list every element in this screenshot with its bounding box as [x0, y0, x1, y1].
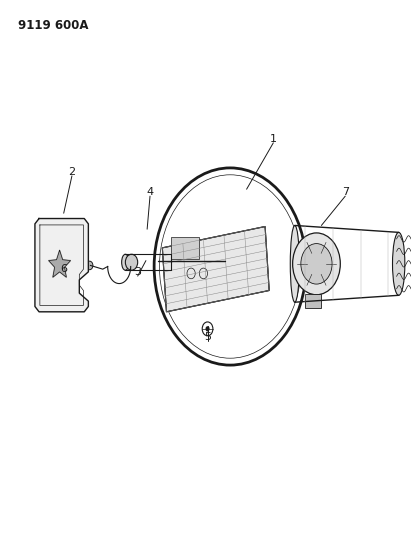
Ellipse shape	[290, 225, 299, 302]
Circle shape	[86, 261, 93, 270]
Circle shape	[206, 326, 210, 332]
Text: 9119 600A: 9119 600A	[18, 19, 89, 31]
Ellipse shape	[393, 232, 405, 295]
Circle shape	[293, 233, 340, 295]
Polygon shape	[162, 227, 269, 312]
Text: 7: 7	[342, 187, 349, 197]
Circle shape	[301, 244, 332, 284]
Text: 2: 2	[68, 167, 76, 176]
Text: 5: 5	[204, 332, 211, 342]
Ellipse shape	[122, 254, 129, 270]
FancyBboxPatch shape	[305, 294, 321, 308]
Text: 6: 6	[60, 264, 67, 274]
FancyBboxPatch shape	[171, 237, 199, 259]
Polygon shape	[35, 219, 88, 312]
Text: 4: 4	[146, 187, 154, 197]
Polygon shape	[48, 251, 71, 277]
Text: 3: 3	[134, 267, 141, 277]
Circle shape	[125, 254, 138, 270]
Text: 1: 1	[270, 134, 277, 143]
